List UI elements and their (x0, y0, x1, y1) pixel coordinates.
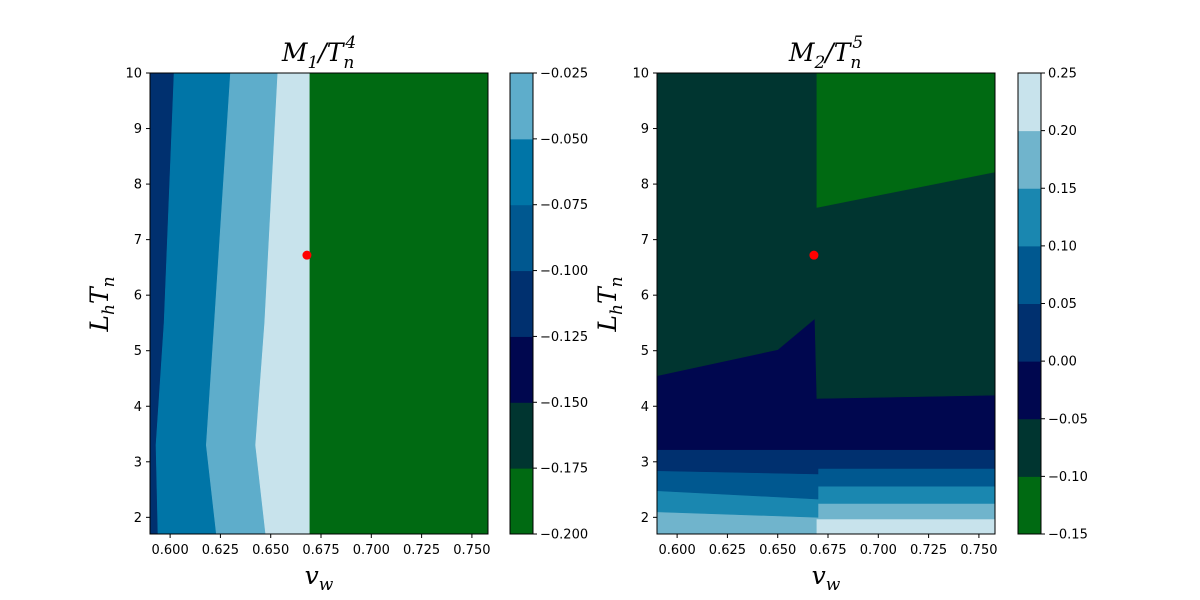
y-tick-label: 7 (641, 233, 649, 248)
marker-layer (302, 250, 312, 260)
x-tick-label: 0.725 (403, 543, 440, 558)
chart-title: M1/Tn4 (281, 33, 356, 73)
y-tick-label: 6 (134, 289, 142, 304)
colorbar-tick-label: 0.10 (1048, 239, 1077, 254)
colorbar-segment (1018, 361, 1041, 420)
y-tick-label: 4 (134, 400, 142, 415)
colorbar-segment (510, 138, 533, 206)
plot-frame (149, 72, 489, 535)
colorbar-tick-label: 0.05 (1048, 297, 1077, 312)
y-tick-label: 8 (641, 178, 649, 193)
colorbar-segment (1018, 418, 1041, 477)
colorbar-m1: −0.200 −0.175 −0.150 −0.125 −0.100 −0.075 −0.0… (509, 67, 588, 543)
x-tick-label: 0.675 (809, 543, 846, 558)
y-tick-label: 3 (134, 455, 142, 470)
contour-region (309, 73, 488, 534)
x-tick-label: 0.725 (910, 543, 947, 558)
x-tick-label: 0.625 (202, 543, 239, 558)
contour-region (255, 73, 311, 534)
y-tick-label: 2 (134, 511, 142, 526)
y-tick-label: 10 (125, 67, 142, 82)
colorbar-tick-label: −0.025 (540, 67, 588, 82)
colorbar-tick-label: 0.00 (1048, 355, 1077, 370)
colorbar-segment (510, 402, 533, 469)
colorbar-frame (509, 72, 534, 535)
colorbar-tick-label: −0.150 (540, 396, 588, 411)
colorbar-tick-label: −0.125 (540, 330, 588, 345)
y-tick-label: 7 (134, 233, 142, 248)
x-axis-ticks: 0.600 0.625 0.650 0.675 0.700 0.725 0.750 (152, 534, 491, 558)
colorbar-segment (1018, 188, 1041, 247)
contour-regions-m1 (150, 73, 488, 534)
colorbar-tick-label: 0.25 (1048, 67, 1077, 82)
colorbar-segment (1018, 130, 1041, 189)
colorbar-m2: −0.15 −0.10 −0.05 0.00 0.05 0.10 0.15 0.20 0.25 (1017, 67, 1088, 543)
y-tick-label: 4 (641, 400, 649, 415)
x-tick-label: 0.650 (252, 543, 289, 558)
colorbar-tick-label: −0.10 (1048, 470, 1088, 485)
colorbar-segment (510, 73, 533, 140)
colorbar-segment (1018, 73, 1041, 132)
y-tick-label: 3 (641, 455, 649, 470)
y-tick-label: 9 (641, 122, 649, 137)
colorbar-segment (510, 336, 533, 403)
y-axis-label: LhTn (85, 276, 119, 332)
y-tick-label: 5 (641, 344, 649, 359)
x-tick-label: 0.750 (960, 543, 997, 558)
contour-region (816, 73, 995, 208)
panel-m2: 0.600 0.625 0.650 0.675 0.700 0.725 0.750 2 3 4 5… (593, 33, 1088, 595)
x-tick-label: 0.700 (353, 543, 390, 558)
colorbar-segment (1018, 245, 1041, 304)
colorbar-tick-label: −0.075 (540, 198, 588, 213)
colorbar-tick-label: −0.050 (540, 132, 588, 147)
colorbar-segment (510, 270, 533, 337)
x-tick-label: 0.675 (302, 543, 339, 558)
marker-layer (809, 250, 819, 260)
x-tick-label: 0.600 (659, 543, 696, 558)
colorbar-tick-label: −0.05 (1048, 412, 1088, 427)
y-tick-label: 9 (134, 122, 142, 137)
y-tick-label: 2 (641, 511, 649, 526)
y-tick-label: 5 (134, 344, 142, 359)
colorbar-tick-label: −0.15 (1048, 528, 1088, 543)
colorbar-tick-label: 0.15 (1048, 182, 1077, 197)
colorbar-tick-label: 0.20 (1048, 124, 1077, 139)
x-tick-label: 0.700 (860, 543, 897, 558)
panel-m1: 0.600 0.625 0.650 0.675 0.700 0.725 0.750 2 3 4 5… (85, 33, 588, 595)
y-tick-label: 6 (641, 289, 649, 304)
x-tick-label: 0.750 (453, 543, 490, 558)
y-axis-ticks: 2 3 4 5 6 7 8 9 10 (632, 67, 657, 526)
marker-point (302, 250, 312, 260)
y-axis-label: LhTn (593, 276, 627, 332)
x-axis-label: vw (812, 561, 841, 595)
x-tick-label: 0.650 (759, 543, 796, 558)
contour-regions-m2 (657, 73, 995, 534)
colorbar-tick-label: −0.100 (540, 264, 588, 279)
colorbar-segment (1018, 476, 1041, 535)
x-tick-label: 0.600 (152, 543, 189, 558)
colorbar-segment (510, 468, 533, 535)
y-axis-ticks: 2 3 4 5 6 7 8 9 10 (125, 67, 150, 526)
colorbar-tick-label: −0.200 (540, 528, 588, 543)
x-axis-label: vw (305, 561, 334, 595)
y-tick-label: 10 (632, 67, 649, 82)
contour-region (657, 530, 682, 534)
plot-frame (656, 72, 996, 535)
contour-region (816, 519, 995, 534)
marker-point (809, 250, 819, 260)
chart-title: M2/Tn5 (788, 33, 863, 73)
x-tick-label: 0.625 (709, 543, 746, 558)
x-axis-ticks: 0.600 0.625 0.650 0.675 0.700 0.725 0.750 (659, 534, 998, 558)
y-tick-label: 8 (134, 178, 142, 193)
colorbar-segment (510, 204, 533, 272)
colorbar-tick-label: −0.175 (540, 462, 588, 477)
colorbar-segment (1018, 303, 1041, 362)
